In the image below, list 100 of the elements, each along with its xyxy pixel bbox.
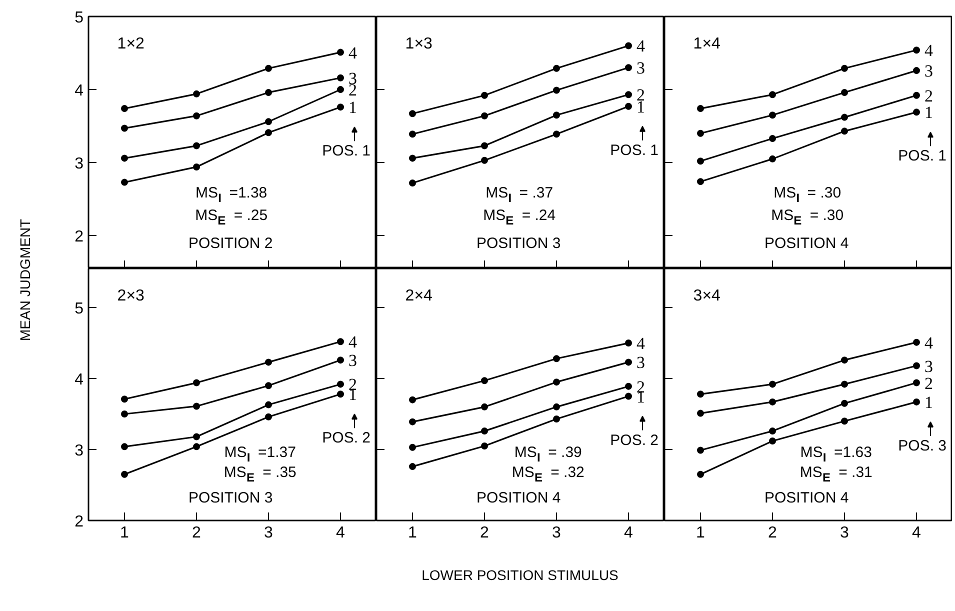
text: 2×3 [117, 288, 145, 305]
point [481, 403, 488, 410]
series-label: 3 [636, 58, 645, 78]
x-tick-label: 3 [840, 524, 850, 542]
point [481, 112, 488, 120]
annotation: POSITION 4 [476, 489, 561, 506]
series-label: 4 [924, 41, 934, 60]
annotation: POSITION 3 [188, 489, 273, 506]
point [121, 124, 128, 132]
point [265, 129, 272, 136]
point [769, 438, 776, 444]
point [769, 380, 776, 388]
x-tick-label: 4 [624, 524, 634, 542]
point [625, 64, 632, 72]
point [553, 64, 560, 72]
point [337, 356, 344, 364]
point [553, 403, 560, 410]
point [409, 180, 416, 187]
point [841, 380, 848, 388]
series-label: 1 [924, 392, 933, 412]
x-tick-label: 2 [192, 524, 202, 542]
point [697, 446, 704, 454]
point [769, 134, 776, 142]
annotation: POS. 1 [610, 142, 659, 159]
annotation: POSITION 4 [764, 234, 849, 252]
point [769, 428, 776, 435]
point [769, 91, 776, 98]
y-tick-label: 5 [74, 300, 84, 318]
series-label: 4 [924, 333, 934, 352]
series-label: 4 [636, 334, 646, 354]
point [409, 463, 416, 470]
point [193, 142, 200, 150]
x-tick-label: 4 [912, 524, 922, 542]
point [697, 130, 704, 137]
point [841, 128, 848, 135]
point [409, 418, 416, 426]
point [841, 88, 848, 96]
point [121, 396, 128, 403]
annotation: POSITION 3 [476, 234, 561, 252]
x-tick-label: 3 [552, 524, 562, 542]
annotation: POS. 1 [898, 148, 947, 165]
point [337, 338, 344, 346]
point [121, 178, 128, 186]
point [265, 118, 272, 126]
x-tick-label: 2 [480, 524, 490, 542]
annotation: POS. 2 [322, 430, 371, 447]
point [913, 379, 920, 386]
point [481, 156, 488, 164]
point [265, 88, 272, 96]
text: 1×4 [693, 36, 721, 53]
point [553, 415, 560, 422]
point [121, 105, 128, 112]
point [697, 105, 704, 112]
point [265, 401, 272, 408]
point [913, 338, 920, 346]
series-label: 2 [924, 86, 933, 106]
text: 3×4 [693, 288, 721, 305]
point [193, 379, 200, 386]
point [193, 402, 200, 410]
point [841, 418, 848, 425]
point [625, 102, 632, 110]
point [625, 358, 632, 366]
point [409, 444, 416, 451]
point [841, 64, 848, 72]
point [193, 433, 200, 440]
annotation: POSITION 4 [764, 489, 849, 506]
point [337, 380, 344, 388]
series-label: 1 [924, 103, 933, 122]
point [625, 91, 632, 98]
point [481, 142, 488, 150]
point [121, 410, 128, 418]
point [337, 74, 344, 82]
point [121, 470, 128, 478]
x-tick-label: 1 [696, 524, 706, 542]
series-label: 3 [348, 351, 357, 370]
x-tick-label: 3 [264, 524, 274, 542]
x-tick-label: 2 [768, 524, 778, 542]
point [553, 86, 560, 94]
point [337, 390, 344, 398]
point [337, 86, 344, 94]
point [265, 382, 272, 390]
series-label: 3 [924, 62, 933, 81]
point [409, 154, 416, 162]
point [553, 112, 560, 119]
point [337, 104, 344, 111]
text: 1×2 [117, 36, 145, 53]
x-tick-label: 4 [336, 524, 346, 542]
point [553, 130, 560, 138]
x-axis-title: LOWER POSITION STIMULUS [422, 566, 618, 585]
point [193, 163, 200, 170]
point [625, 382, 632, 390]
point [913, 67, 920, 74]
point [913, 92, 920, 99]
annotation: POS. 2 [610, 432, 659, 449]
y-tick-label: 4 [74, 82, 84, 100]
annotation: POS. 1 [322, 142, 371, 160]
y-tick-label: 5 [74, 10, 84, 26]
point [769, 398, 776, 406]
point [481, 442, 488, 450]
annotation: POSITION 2 [188, 234, 273, 252]
